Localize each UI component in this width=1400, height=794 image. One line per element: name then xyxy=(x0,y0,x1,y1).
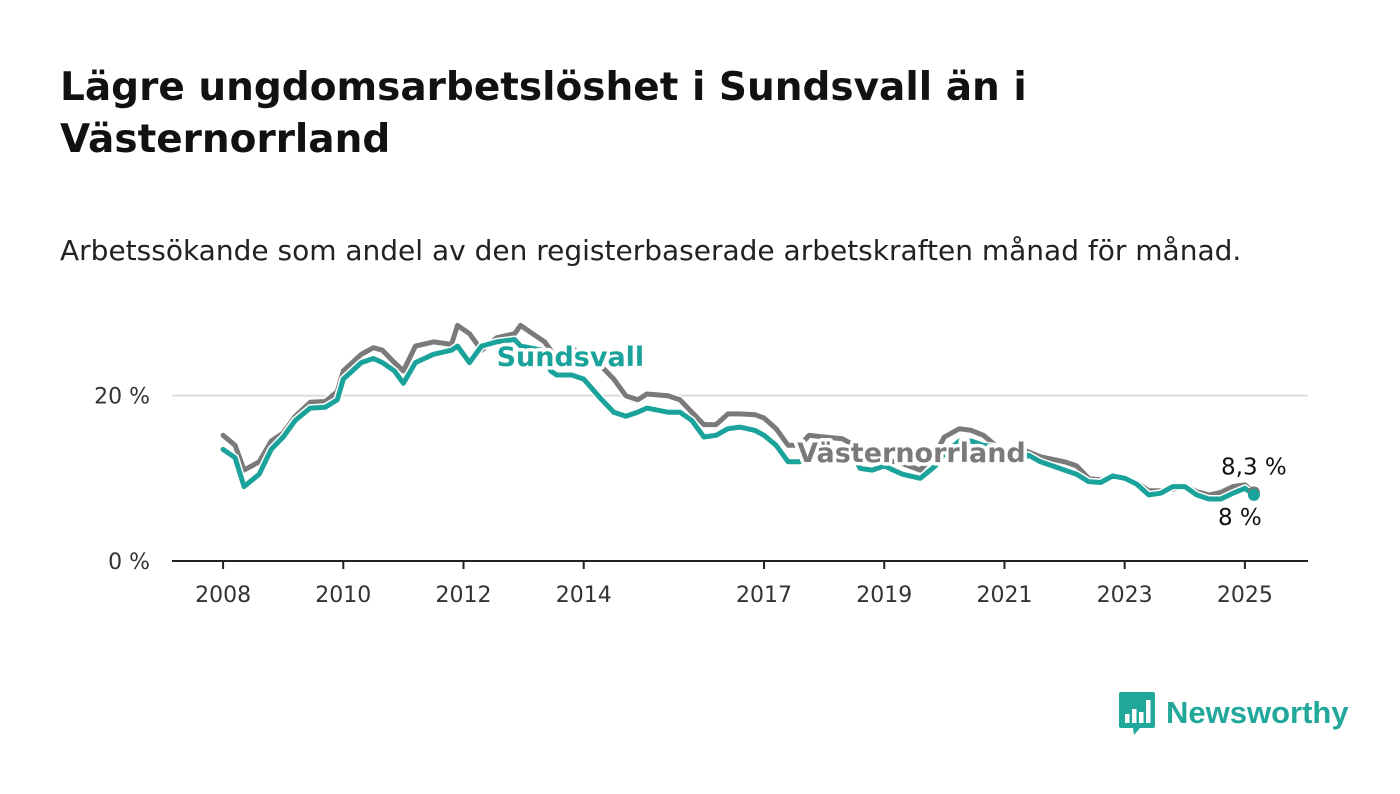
x-tick-label: 2010 xyxy=(315,583,371,608)
y-tick-label: 20 % xyxy=(94,385,150,410)
newsworthy-logo: Newsworthy xyxy=(1118,689,1349,737)
chart-subtitle: Arbetssökande som andel av den registerb… xyxy=(60,234,1242,267)
bar-chart-speech-bubble-icon xyxy=(1119,692,1155,735)
x-tick-label: 2019 xyxy=(856,583,912,608)
series-line-sundsvall xyxy=(220,337,1257,502)
series-line-halo xyxy=(219,335,1258,503)
series-label: Västernorrland xyxy=(797,438,1026,469)
series-label: Sundsvall xyxy=(497,342,645,373)
x-tick-label: 2008 xyxy=(195,583,251,608)
x-tick-label: 2014 xyxy=(556,583,612,608)
chart-title: Lägre ungdomsarbetslöshet i Sundsvall än… xyxy=(60,65,1027,162)
x-tick-label: 2017 xyxy=(736,583,792,608)
y-tick-label: 0 % xyxy=(108,550,150,575)
end-value-label: 8,3 % xyxy=(1221,454,1287,480)
series-label-halo: Sundsvall xyxy=(497,342,645,373)
x-tick-label: 2021 xyxy=(976,583,1032,608)
end-value-label: 8 % xyxy=(1218,505,1262,531)
x-tick-label: 2023 xyxy=(1097,583,1153,608)
logo-text: Newsworthy xyxy=(1166,695,1349,730)
x-tick-label: 2025 xyxy=(1217,583,1273,608)
series-label-halo: Västernorrland xyxy=(797,438,1026,469)
series-end-point xyxy=(1247,488,1260,501)
x-tick-label: 2012 xyxy=(436,583,492,608)
